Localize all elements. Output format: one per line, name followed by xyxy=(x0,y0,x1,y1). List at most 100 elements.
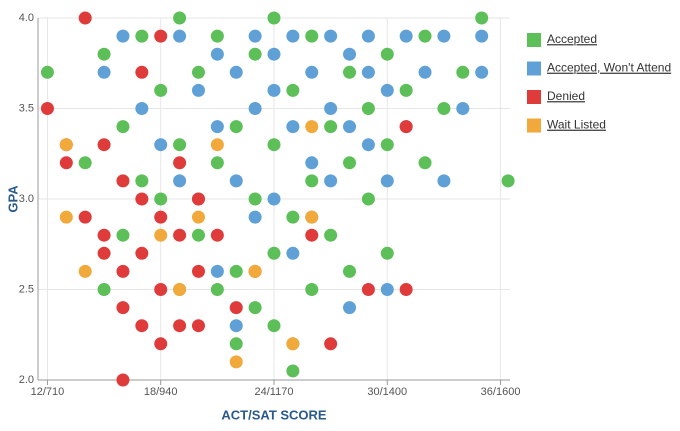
point xyxy=(59,210,73,224)
point xyxy=(361,283,375,296)
point xyxy=(229,120,243,134)
legend-label[interactable]: Accepted xyxy=(547,32,597,46)
point xyxy=(229,174,243,188)
y-tick-label: 3.0 xyxy=(19,193,34,205)
point xyxy=(305,29,319,43)
point xyxy=(173,174,187,188)
point xyxy=(380,47,394,61)
point xyxy=(229,319,243,333)
point xyxy=(154,29,168,43)
legend-label[interactable]: Accepted, Won't Attend xyxy=(547,61,671,75)
point xyxy=(399,83,413,97)
point xyxy=(286,364,300,378)
point xyxy=(210,47,224,61)
point xyxy=(135,102,149,115)
y-tick-label: 4.0 xyxy=(19,12,34,24)
point xyxy=(267,11,281,25)
point xyxy=(475,29,489,43)
point xyxy=(191,65,205,79)
point xyxy=(343,264,357,278)
point xyxy=(229,264,243,278)
point xyxy=(173,138,187,152)
point xyxy=(135,29,149,43)
point xyxy=(116,373,130,387)
x-tick-label: 30/1400 xyxy=(367,386,407,398)
legend-swatch xyxy=(527,90,541,104)
point xyxy=(267,138,281,152)
point xyxy=(286,120,300,134)
point xyxy=(97,47,111,61)
point xyxy=(210,120,224,134)
point xyxy=(437,174,451,188)
point xyxy=(305,120,319,134)
point xyxy=(173,29,187,43)
point xyxy=(78,210,92,224)
point xyxy=(135,174,149,188)
legend-item[interactable]: Accepted xyxy=(527,32,597,47)
point xyxy=(154,192,168,206)
x-tick-label: 36/1600 xyxy=(481,386,521,398)
point xyxy=(267,246,281,260)
point xyxy=(437,29,451,43)
point xyxy=(286,29,300,43)
point xyxy=(361,192,375,206)
point xyxy=(154,83,168,97)
point xyxy=(210,264,224,278)
point xyxy=(154,228,168,242)
point xyxy=(324,29,338,43)
point xyxy=(267,319,281,333)
legend-item[interactable]: Denied xyxy=(527,89,585,104)
point xyxy=(286,83,300,97)
point xyxy=(78,156,92,170)
point xyxy=(248,301,262,315)
point xyxy=(305,228,319,242)
point xyxy=(116,29,130,43)
point xyxy=(324,120,338,134)
y-tick-label: 2.5 xyxy=(19,283,34,295)
point xyxy=(248,29,262,43)
point xyxy=(97,246,111,260)
point xyxy=(324,337,338,351)
point xyxy=(399,120,413,134)
point xyxy=(97,228,111,242)
legend-label[interactable]: Wait Listed xyxy=(547,118,606,132)
point xyxy=(210,29,224,43)
point xyxy=(475,65,489,79)
point xyxy=(267,47,281,61)
point xyxy=(154,138,168,152)
point xyxy=(210,156,224,170)
point xyxy=(173,11,187,25)
point xyxy=(173,319,187,333)
point xyxy=(343,47,357,61)
y-axis-title: GPA xyxy=(5,185,20,213)
point xyxy=(191,83,205,97)
point xyxy=(229,337,243,351)
point xyxy=(361,65,375,79)
point xyxy=(501,174,515,188)
point xyxy=(154,210,168,224)
point xyxy=(475,11,489,25)
legend-item[interactable]: Wait Listed xyxy=(527,118,606,133)
legend-swatch xyxy=(527,118,541,133)
point xyxy=(248,264,262,278)
point xyxy=(191,210,205,224)
point xyxy=(324,102,338,115)
point xyxy=(116,120,130,134)
point xyxy=(267,83,281,97)
legend-label[interactable]: Denied xyxy=(547,89,585,103)
x-tick-label: 18/940 xyxy=(144,386,178,398)
point xyxy=(380,174,394,188)
x-axis-title: ACT/SAT SCORE xyxy=(221,407,327,422)
y-tick-label: 3.5 xyxy=(19,102,34,114)
y-tick-label: 2.0 xyxy=(19,374,34,386)
legend-item[interactable]: Accepted, Won't Attend xyxy=(527,61,671,76)
point xyxy=(324,228,338,242)
point xyxy=(437,102,451,115)
point xyxy=(418,65,432,79)
point xyxy=(154,337,168,351)
point xyxy=(97,283,111,296)
point xyxy=(305,65,319,79)
point xyxy=(116,228,130,242)
point xyxy=(135,192,149,206)
point xyxy=(305,174,319,188)
